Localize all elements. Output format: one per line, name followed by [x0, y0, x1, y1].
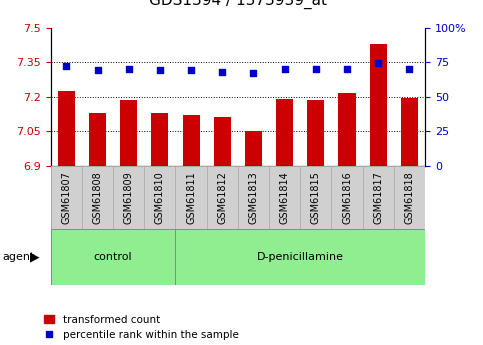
Bar: [207, 166, 238, 229]
Text: ▶: ▶: [30, 250, 40, 264]
Bar: [58, 91, 75, 166]
Point: [343, 66, 351, 72]
Point: [125, 66, 132, 72]
Bar: [89, 113, 106, 166]
Bar: [307, 100, 325, 166]
Bar: [51, 229, 175, 285]
Text: GSM61813: GSM61813: [248, 171, 258, 224]
Bar: [120, 100, 137, 166]
Text: D-penicillamine: D-penicillamine: [257, 252, 344, 262]
Text: GSM61814: GSM61814: [280, 171, 290, 224]
Text: GSM61818: GSM61818: [404, 171, 414, 224]
Point: [94, 68, 101, 73]
Point: [187, 68, 195, 73]
Bar: [245, 131, 262, 166]
Bar: [276, 99, 293, 166]
Point: [281, 66, 288, 72]
Bar: [363, 166, 394, 229]
Text: GDS1394 / 1373939_at: GDS1394 / 1373939_at: [149, 0, 327, 9]
Point: [218, 69, 226, 75]
Text: GSM61815: GSM61815: [311, 171, 321, 224]
Point: [62, 63, 70, 69]
Bar: [269, 166, 300, 229]
Bar: [175, 229, 425, 285]
Text: GSM61812: GSM61812: [217, 171, 227, 224]
Text: GSM61808: GSM61808: [93, 171, 102, 224]
Bar: [151, 113, 169, 166]
Bar: [82, 166, 113, 229]
Text: GSM61811: GSM61811: [186, 171, 196, 224]
Bar: [175, 166, 207, 229]
Bar: [339, 93, 355, 166]
Bar: [51, 166, 82, 229]
Text: GSM61810: GSM61810: [155, 171, 165, 224]
Bar: [300, 166, 331, 229]
Bar: [401, 98, 418, 166]
Point: [374, 61, 382, 66]
Bar: [213, 117, 231, 166]
Text: GSM61816: GSM61816: [342, 171, 352, 224]
Bar: [144, 166, 175, 229]
Text: control: control: [94, 252, 132, 262]
Point: [250, 70, 257, 76]
Point: [312, 66, 320, 72]
Text: agent: agent: [2, 252, 35, 262]
Bar: [238, 166, 269, 229]
Bar: [113, 166, 144, 229]
Text: GSM61809: GSM61809: [124, 171, 134, 224]
Bar: [331, 166, 363, 229]
Text: GSM61807: GSM61807: [61, 171, 71, 224]
Bar: [369, 44, 387, 166]
Bar: [394, 166, 425, 229]
Legend: transformed count, percentile rank within the sample: transformed count, percentile rank withi…: [44, 315, 239, 340]
Text: GSM61817: GSM61817: [373, 171, 383, 224]
Point: [156, 68, 164, 73]
Point: [406, 66, 413, 72]
Bar: [183, 115, 199, 166]
